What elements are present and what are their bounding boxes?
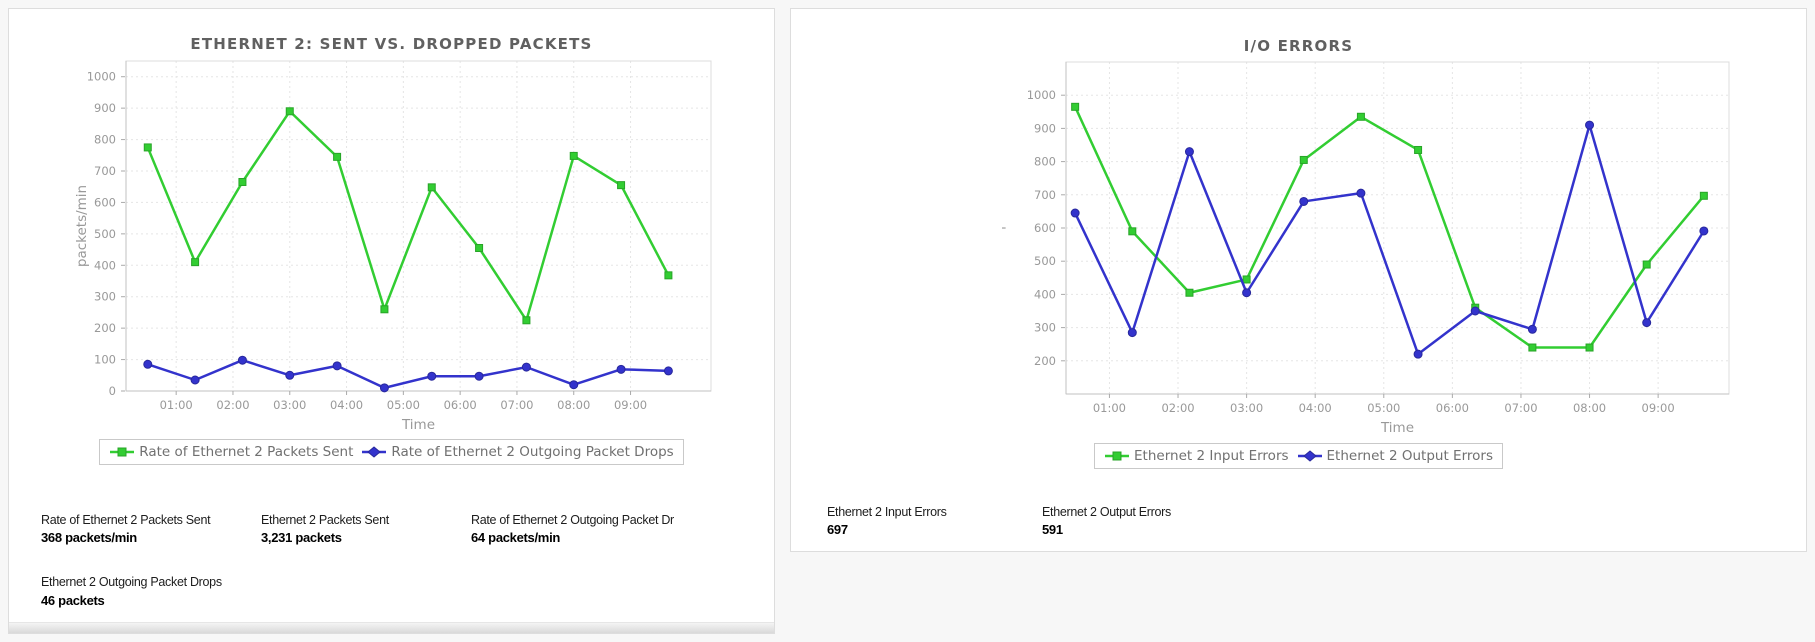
stat-label: Ethernet 2 Packets Sent [261, 513, 389, 527]
panel-scroll-strip[interactable] [9, 622, 774, 633]
svg-text:03:00: 03:00 [1230, 401, 1263, 415]
svg-text:07:00: 07:00 [500, 398, 533, 412]
stat-label: Ethernet 2 Outgoing Packet Drops [41, 575, 222, 590]
stat-output-errors: Ethernet 2 Output Errors 591 [1042, 503, 1806, 537]
legend-label-packet-drops: Rate of Ethernet 2 Outgoing Packet Drops [391, 444, 674, 460]
svg-text:': ' [1000, 226, 1016, 230]
panel-io-errors: I/O ERRORS 200 300 400 500 600 700 800 900 1000 0… [790, 8, 1807, 552]
stat-value: 697 [827, 522, 848, 538]
stat-value: 368 packets/min [41, 530, 137, 546]
green-square-series-marker-icon [110, 447, 135, 457]
svg-text:packets/min: packets/min [74, 185, 90, 267]
svg-text:600: 600 [1034, 221, 1056, 235]
svg-text:1000: 1000 [1027, 88, 1056, 102]
stat-packet-drops: Ethernet 2 Outgoing Packet Drops 46 pack… [41, 573, 261, 607]
svg-text:01:00: 01:00 [1093, 401, 1126, 415]
svg-text:400: 400 [94, 258, 116, 272]
legend-io-errors: Ethernet 2 Input Errors Ethernet 2 Outpu… [791, 443, 1806, 469]
stat-packets-sent: Ethernet 2 Packets Sent 3,231 packets [261, 511, 471, 545]
legend-sent-dropped: Rate of Ethernet 2 Packets Sent Rate of … [9, 439, 774, 465]
sent-dropped-line-chart: 0 100 200 300 400 500 600 700 800 900 1000 01:00 02:… [74, 60, 712, 433]
svg-text:04:00: 04:00 [1299, 401, 1332, 415]
svg-text:900: 900 [1034, 121, 1056, 135]
svg-text:03:00: 03:00 [273, 398, 306, 412]
stat-label: Rate of Ethernet 2 Packets Sent [41, 513, 211, 527]
svg-text:02:00: 02:00 [1161, 401, 1194, 415]
svg-text:08:00: 08:00 [557, 398, 590, 412]
svg-text:600: 600 [94, 195, 116, 209]
legend-label-input-errors: Ethernet 2 Input Errors [1134, 448, 1289, 464]
svg-text:09:00: 09:00 [614, 398, 647, 412]
svg-text:07:00: 07:00 [1504, 401, 1537, 415]
svg-text:04:00: 04:00 [330, 398, 363, 412]
svg-text:300: 300 [1034, 321, 1056, 335]
legend-item-input-errors[interactable]: Ethernet 2 Input Errors [1104, 448, 1289, 464]
svg-text:05:00: 05:00 [387, 398, 420, 412]
svg-text:400: 400 [1034, 287, 1056, 301]
svg-text:06:00: 06:00 [1436, 401, 1469, 415]
chart-title-io-errors: I/O ERRORS [1243, 37, 1354, 55]
svg-text:900: 900 [94, 101, 116, 115]
stat-input-errors: Ethernet 2 Input Errors 697 [827, 503, 1042, 537]
svg-text:09:00: 09:00 [1642, 401, 1675, 415]
stat-value: 591 [1042, 522, 1063, 538]
svg-text:500: 500 [1034, 254, 1056, 268]
stats-sent-dropped: Rate of Ethernet 2 Packets Sent 368 pack… [9, 465, 774, 608]
svg-text:02:00: 02:00 [216, 398, 249, 412]
svg-text:800: 800 [1034, 155, 1056, 169]
svg-text:300: 300 [94, 290, 116, 304]
svg-text:01:00: 01:00 [160, 398, 193, 412]
svg-text:200: 200 [94, 321, 116, 335]
svg-text:700: 700 [1034, 188, 1056, 202]
legend-box: Rate of Ethernet 2 Packets Sent Rate of … [99, 439, 684, 465]
stat-value: 3,231 packets [261, 530, 342, 546]
blue-diamond-series-marker-icon [362, 446, 387, 458]
svg-text:700: 700 [94, 164, 116, 178]
svg-text:1000: 1000 [87, 70, 116, 84]
blue-diamond-series-marker-icon [1297, 450, 1322, 462]
stat-label: Rate of Ethernet 2 Outgoing Packet Dr [471, 513, 674, 527]
green-square-series-marker-icon [1105, 451, 1130, 461]
svg-text:200: 200 [1034, 354, 1056, 368]
stat-label: Ethernet 2 Input Errors [827, 505, 947, 519]
chart-title-sent-dropped: ETHERNET 2: SENT VS. DROPPED PACKETS [190, 35, 593, 53]
svg-text:800: 800 [94, 133, 116, 147]
svg-text:0: 0 [109, 384, 116, 398]
legend-item-packet-drops[interactable]: Rate of Ethernet 2 Outgoing Packet Drops [361, 444, 674, 460]
stat-rate-packets-sent: Rate of Ethernet 2 Packets Sent 368 pack… [41, 511, 261, 545]
panel-ethernet-sent-dropped: ETHERNET 2: SENT VS. DROPPED PACKETS 0 10… [8, 8, 775, 634]
svg-text:06:00: 06:00 [444, 398, 477, 412]
stat-value: 46 packets [41, 592, 105, 608]
legend-item-output-errors[interactable]: Ethernet 2 Output Errors [1297, 448, 1493, 464]
legend-item-packets-sent[interactable]: Rate of Ethernet 2 Packets Sent [109, 444, 353, 460]
svg-text:05:00: 05:00 [1367, 401, 1400, 415]
legend-box: Ethernet 2 Input Errors Ethernet 2 Outpu… [1094, 443, 1503, 469]
stats-io-errors: Ethernet 2 Input Errors 697 Ethernet 2 O… [791, 469, 1806, 537]
legend-label-packets-sent: Rate of Ethernet 2 Packets Sent [139, 444, 354, 460]
legend-label-output-errors: Ethernet 2 Output Errors [1326, 448, 1493, 464]
io-errors-line-chart: 200 300 400 500 600 700 800 900 1000 01:00 02:00 03… [1000, 61, 1730, 436]
stat-value: 64 packets/min [471, 530, 561, 546]
svg-text:08:00: 08:00 [1573, 401, 1606, 415]
svg-text:Time: Time [401, 417, 435, 433]
stat-label: Ethernet 2 Output Errors [1042, 505, 1171, 519]
stat-rate-packet-drops: Rate of Ethernet 2 Outgoing Packet Dr 64… [471, 511, 774, 545]
svg-text:Time: Time [1380, 420, 1414, 436]
svg-text:100: 100 [94, 353, 116, 367]
svg-text:500: 500 [94, 227, 116, 241]
